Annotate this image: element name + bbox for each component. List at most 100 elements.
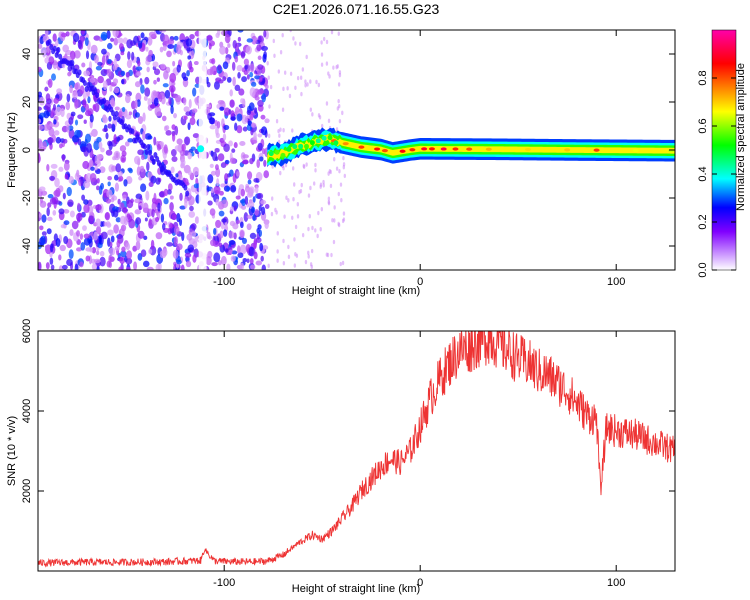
heatmap-noise-cell: [68, 249, 74, 260]
heatmap-noise-cell: [98, 141, 103, 149]
heatmap-noise-cell: [187, 55, 192, 60]
heatmap-noise-cell: [114, 182, 119, 192]
heatmap-noise-cell: [107, 58, 112, 65]
snr-series-line: [38, 331, 675, 568]
heatmap-noise-cell: [224, 222, 228, 231]
heatmap-noise-cell: [159, 30, 167, 33]
heatmap-noise-cell: [145, 46, 149, 52]
heatmap-noise-cell: [189, 205, 194, 212]
heatmap-noise-cell: [343, 173, 347, 179]
heatmap-noise-cell: [210, 239, 216, 247]
heatmap-noise-cell: [158, 94, 163, 103]
heatmap-noise-cell: [134, 209, 140, 215]
heatmap-ytick-label: -20: [21, 190, 33, 206]
colorbar-tick-label: 0.4: [697, 166, 709, 181]
heatmap-noise-cell: [239, 221, 244, 229]
heatmap-noise-cell: [47, 137, 54, 144]
heatmap-noise-cell: [332, 239, 336, 245]
heatmap-noise-cell: [137, 230, 145, 239]
heatmap-noise-cell: [162, 83, 169, 88]
heatmap-noise-cell: [300, 182, 303, 188]
heatmap-noise-cell: [254, 208, 259, 216]
heatmap-noise-cell: [59, 143, 63, 149]
heatmap-noise-cell: [106, 189, 113, 198]
heatmap-noise-cell: [51, 196, 59, 205]
heatmap-noise-cell: [62, 44, 70, 53]
heatmap-noise-cell: [125, 114, 132, 120]
heatmap-noise-cell: [140, 154, 145, 161]
heatmap-noise-cell: [168, 96, 172, 106]
heatmap-noise-cell: [135, 66, 143, 71]
heatmap-noise-cell: [82, 98, 87, 108]
heatmap-noise-cell: [229, 99, 235, 108]
heatmap-noise-cell: [116, 239, 121, 248]
heatmap-signal-peak: [466, 147, 473, 151]
heatmap-noise-cell: [153, 79, 157, 85]
heatmap-noise-cell: [120, 51, 125, 56]
heatmap-noise-cell: [292, 196, 295, 202]
heatmap-noise-cell: [236, 113, 243, 122]
heatmap-signal-blob: [268, 151, 274, 157]
heatmap-noise-cell: [322, 36, 326, 42]
heatmap-noise-cell: [187, 152, 193, 160]
heatmap-noise-cell: [215, 219, 222, 229]
heatmap-noise-cell: [161, 95, 166, 105]
heatmap-noise-cell: [239, 230, 245, 238]
heatmap-noise-cell: [263, 30, 267, 38]
heatmap-noise-cell: [179, 218, 183, 226]
heatmap-noise-cell: [185, 111, 192, 116]
heatmap-noise-cell: [330, 252, 333, 258]
heatmap-noise-cell: [341, 218, 345, 224]
heatmap-noise-cell: [320, 40, 323, 45]
heatmap-noise-cell: [320, 123, 324, 129]
heatmap-noise-cell: [156, 143, 162, 151]
heatmap-noise-cell: [194, 216, 200, 224]
heatmap-xtick-label: -100: [213, 276, 235, 288]
heatmap-noise-cell: [125, 257, 133, 265]
heatmap-noise-cell: [62, 192, 66, 200]
heatmap-noise-cell: [91, 128, 98, 138]
heatmap-noise-cell: [215, 198, 220, 206]
heatmap-noise-cell: [332, 65, 335, 70]
heatmap-noise-cell: [111, 165, 117, 172]
heatmap-noise-cell: [60, 224, 67, 229]
heatmap-noise-cell: [277, 69, 281, 74]
heatmap-noise-cell: [243, 212, 249, 222]
heatmap-noise-cell: [74, 263, 79, 270]
heatmap-noise-cell: [93, 258, 101, 264]
heatmap-noise-cell: [231, 250, 238, 255]
heatmap-noise-cell: [164, 89, 171, 99]
heatmap-noise-cell: [115, 163, 122, 173]
heatmap-noise-cell: [38, 140, 44, 149]
heatmap-noise-cell: [39, 112, 47, 118]
heatmap-noise-cell: [40, 46, 47, 56]
heatmap-noise-cell: [184, 198, 188, 209]
heatmap-noise-cell: [189, 34, 195, 40]
heatmap-noise-cell: [176, 259, 182, 265]
heatmap-noise-cell: [223, 124, 230, 131]
colorbar-tick-label: 0.8: [697, 70, 709, 85]
heatmap-noise-cell: [305, 162, 308, 167]
heatmap-noise-cell: [241, 237, 247, 244]
heatmap-noise-cell: [337, 222, 341, 228]
heatmap-noise-cell: [231, 61, 236, 71]
heatmap-noise-cell: [314, 162, 317, 168]
heatmap-noise-cell: [256, 44, 262, 52]
heatmap-noise-cell: [304, 83, 307, 88]
heatmap-noise-cell: [108, 115, 112, 122]
heatmap-noise-cell: [100, 231, 108, 240]
heatmap-noise-cell: [244, 195, 249, 205]
heatmap-noise-cell: [260, 255, 264, 262]
heatmap-signal-peak: [485, 147, 492, 151]
heatmap-noise-cell: [192, 133, 200, 139]
heatmap-noise-cell: [66, 186, 72, 197]
heatmap-noise-cell: [282, 238, 285, 244]
heatmap-noise-cell: [237, 187, 241, 198]
figure-title: C2E1.2026.071.16.55.G23: [273, 1, 440, 17]
heatmap-noise-cell: [304, 259, 308, 265]
heatmap-xlabel: Height of straight line (km): [292, 285, 420, 297]
heatmap-noise-cell: [169, 72, 177, 83]
heatmap-noise-cell: [249, 258, 254, 265]
heatmap-noise-cell: [52, 103, 57, 111]
heatmap-noise-cell: [242, 257, 248, 263]
